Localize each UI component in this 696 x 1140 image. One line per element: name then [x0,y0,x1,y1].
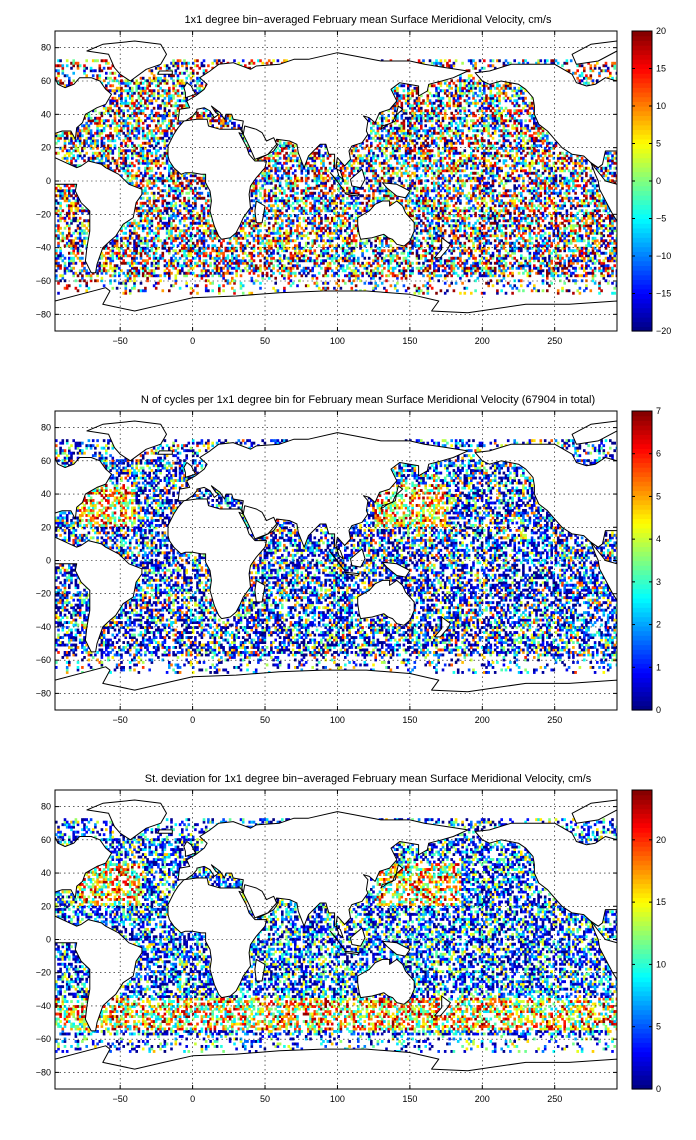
colorbar-tick-label: 10 [656,101,666,111]
colorbar-tick-label: 15 [656,64,666,74]
x-tick-label: 250 [547,715,562,725]
y-tick-label: −40 [36,622,51,632]
y-tick-label: 40 [41,868,51,878]
y-tick-label: 60 [41,76,51,86]
x-tick-label: 50 [260,336,270,346]
colorbar-tick-label: 0 [656,176,661,186]
x-tick-label: −50 [113,715,128,725]
y-tick-label: 80 [41,43,51,53]
chart-title: St. deviation for 1x1 degree bin−average… [145,773,592,785]
y-tick-label: 40 [41,489,51,499]
y-tick-label: 0 [46,556,51,566]
y-tick-label: 0 [46,176,51,186]
chart-panel-3: St. deviation for 1x1 degree bin−average… [36,773,666,1104]
y-tick-label: −40 [36,1001,51,1011]
colorbar-tick-label: −5 [656,214,666,224]
y-tick-label: −60 [36,655,51,665]
x-tick-label: 250 [547,336,562,346]
y-tick-label: 40 [41,109,51,119]
colorbar-tick-label: 4 [656,534,661,544]
coastlines [55,40,617,331]
x-tick-label: 250 [547,1094,562,1104]
colorbar-tick-label: −20 [656,326,671,336]
x-tick-label: 50 [260,715,270,725]
colorbar-tick-label: 0 [656,705,661,715]
y-tick-label: 60 [41,456,51,466]
y-tick-label: 0 [46,935,51,945]
coastlines [55,799,617,1089]
y-tick-label: −80 [36,309,51,319]
y-tick-label: 80 [41,423,51,433]
x-tick-label: 0 [190,336,195,346]
y-tick-label: −40 [36,243,51,253]
y-tick-label: −80 [36,688,51,698]
colorbar-tick-label: 2 [656,620,661,630]
x-tick-label: 150 [402,1094,417,1104]
data-cells [55,818,617,1053]
colorbar: 0 1 2 3 4 5 6 7 [631,406,661,715]
y-tick-label: 80 [41,802,51,812]
grid [55,790,617,1089]
data-cells [55,59,617,295]
x-tick-label: 200 [475,336,490,346]
x-tick-label: −50 [113,1094,128,1104]
colorbar-tick-label: 3 [656,577,661,587]
y-tick-label: 20 [41,522,51,532]
x-tick-label: 200 [475,1094,490,1104]
colorbar-tick-label: 5 [656,491,661,501]
x-tick-label: 150 [402,715,417,725]
plot-area [55,31,617,331]
x-tick-label: 0 [190,1094,195,1104]
colorbar-tick-label: 5 [656,139,661,149]
y-tick-label: −20 [36,968,51,978]
x-tick-label: 0 [190,715,195,725]
colorbar: 0 5 10 15 20 [631,789,666,1094]
y-tick-label: −20 [36,209,51,219]
colorbar-tick-label: 15 [656,897,666,907]
y-tick-label: −80 [36,1067,51,1077]
grid [55,31,617,331]
colorbar-tick-label: 10 [656,959,666,969]
colorbar-tick-label: 6 [656,449,661,459]
x-tick-label: 100 [330,1094,345,1104]
y-tick-label: −60 [36,1034,51,1044]
chart-panel-1: 1x1 degree bin−averaged February mean Su… [36,14,672,346]
plot-area [55,411,617,710]
colorbar-tick-label: 7 [656,406,661,416]
y-tick-label: −60 [36,276,51,286]
x-tick-label: 200 [475,715,490,725]
x-tick-label: 100 [330,715,345,725]
x-tick-label: 100 [330,336,345,346]
y-tick-label: 20 [41,143,51,153]
x-tick-label: 50 [260,1094,270,1104]
plot-area [55,790,617,1089]
y-tick-label: −20 [36,589,51,599]
chart-title: N of cycles per 1x1 degree bin for Febru… [141,394,595,406]
colorbar-tick-label: 0 [656,1084,661,1094]
colorbar-tick-label: −10 [656,251,671,261]
colorbar-tick-label: −15 [656,289,671,299]
x-tick-label: −50 [113,336,128,346]
y-tick-label: 20 [41,901,51,911]
grid [55,411,617,710]
chart-panel-2: N of cycles per 1x1 degree bin for Febru… [36,394,661,725]
colorbar-tick-label: 20 [656,26,666,36]
colorbar-tick-label: 5 [656,1022,661,1032]
chart-title: 1x1 degree bin−averaged February mean Su… [185,14,552,26]
x-tick-label: 150 [402,336,417,346]
colorbar-tick-label: 20 [656,835,666,845]
y-tick-label: 60 [41,835,51,845]
data-cells [55,439,617,674]
colorbar-tick-label: 1 [656,662,661,672]
colorbar: −20 −15 −10 −5 0 5 10 15 20 [631,26,671,336]
